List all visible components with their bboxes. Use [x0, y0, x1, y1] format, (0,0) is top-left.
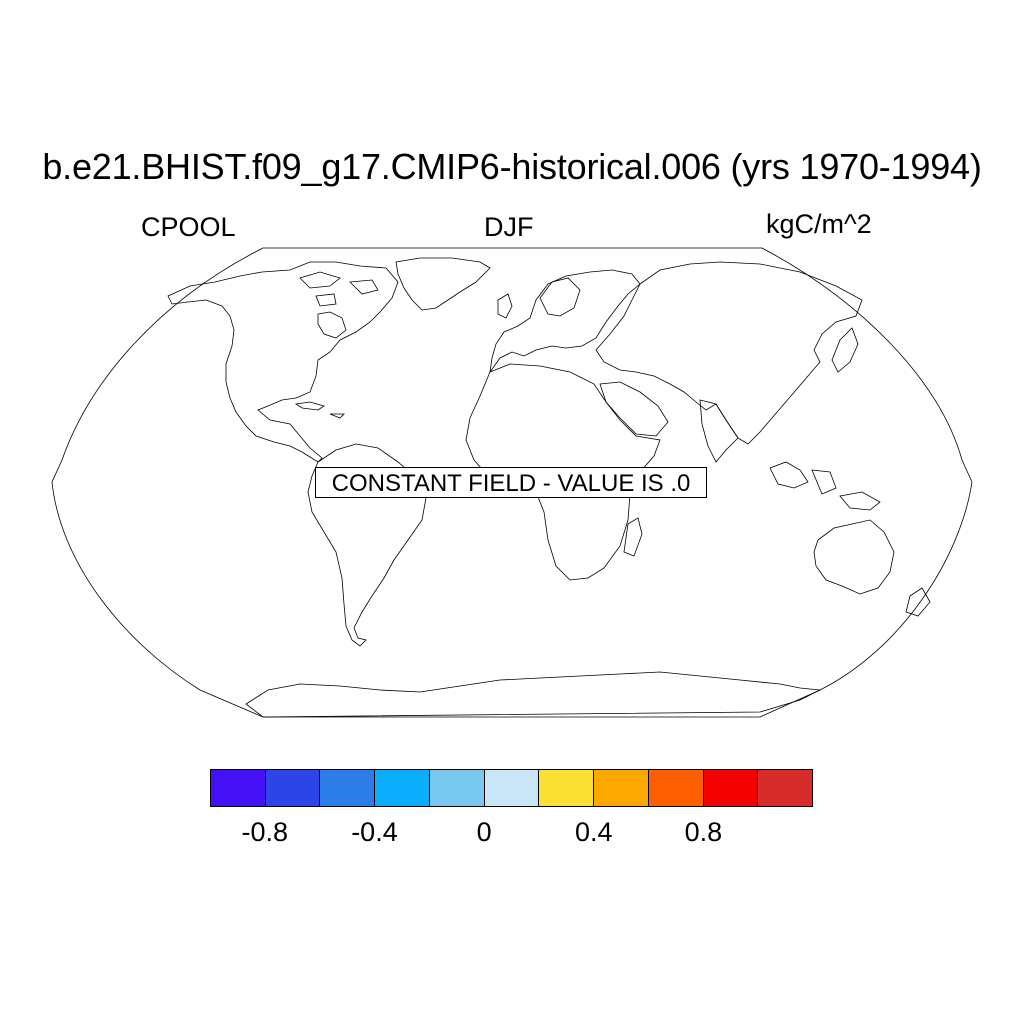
coast-north-america	[167, 261, 399, 463]
coast-australia	[813, 519, 895, 595]
colorbar-tick-label: -0.8	[241, 817, 289, 847]
coast-asia	[595, 261, 863, 445]
colorbar-swatch	[320, 770, 376, 806]
coast-uk	[497, 293, 513, 319]
coast-madagascar	[623, 517, 643, 557]
colorbar-swatch	[429, 770, 485, 806]
colorbar-swatch	[539, 770, 595, 806]
colorbar-swatch	[703, 770, 759, 806]
coast-caribbean	[294, 401, 345, 419]
colorbar-swatch	[484, 770, 540, 806]
colorbar-swatch	[375, 770, 430, 806]
coast-south-america	[307, 443, 427, 647]
coastlines	[167, 257, 931, 718]
coast-arabia	[599, 381, 669, 437]
coast-hudson-bay	[317, 311, 347, 339]
variable-label: CPOOL	[141, 212, 236, 242]
coast-japan	[831, 327, 859, 373]
colorbar-tick-label: -0.4	[351, 817, 398, 847]
colorbar-tick-label: 0.8	[684, 817, 723, 847]
colorbar-tick-label: 0	[476, 817, 492, 847]
coast-greenland	[395, 257, 491, 311]
coast-new-zealand	[905, 587, 931, 617]
coast-india	[699, 399, 739, 463]
units-label: kgC/m^2	[766, 209, 872, 239]
colorbar-tick-label: 0.4	[574, 817, 613, 847]
coast-arctic-islands	[299, 271, 379, 307]
colorbar-swatch	[758, 770, 813, 806]
constant-field-notice: CONSTANT FIELD - VALUE IS .0	[315, 467, 707, 498]
colorbar-swatch	[265, 770, 321, 806]
coast-europe	[489, 269, 641, 373]
coast-antarctica	[245, 671, 822, 718]
coast-scandinavia	[539, 277, 581, 317]
plot-title: b.e21.BHIST.f09_g17.CMIP6-historical.006…	[42, 146, 982, 187]
season-label: DJF	[484, 212, 534, 242]
colorbar-swatch	[594, 770, 649, 806]
coast-sea-islands	[769, 461, 881, 511]
colorbar-swatch	[648, 770, 704, 806]
colorbar-swatch	[211, 770, 266, 806]
colorbar	[210, 769, 813, 807]
map-boundary	[51, 247, 973, 718]
